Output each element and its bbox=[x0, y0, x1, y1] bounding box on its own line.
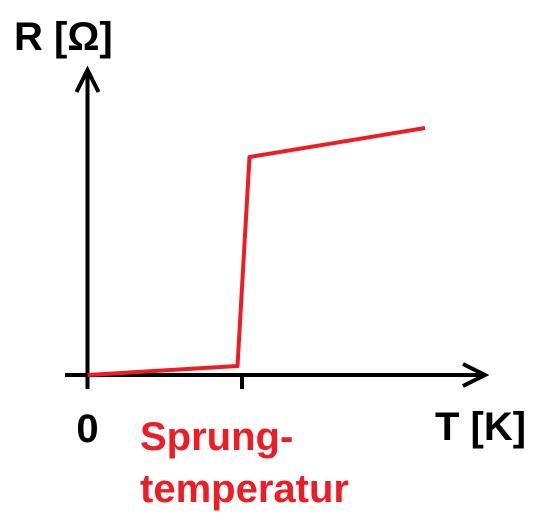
x-axis-label: T [K] bbox=[435, 405, 526, 449]
x-tick-label: temperatur bbox=[140, 467, 349, 511]
x-axis-arrow bbox=[462, 362, 490, 388]
data-line bbox=[87, 126, 426, 377]
y-axis-label: R [Ω] bbox=[14, 15, 113, 59]
x-tick-label: Sprung- bbox=[140, 415, 293, 459]
y-axis-arrow bbox=[74, 65, 101, 93]
x-tick-label: 0 bbox=[76, 407, 98, 451]
